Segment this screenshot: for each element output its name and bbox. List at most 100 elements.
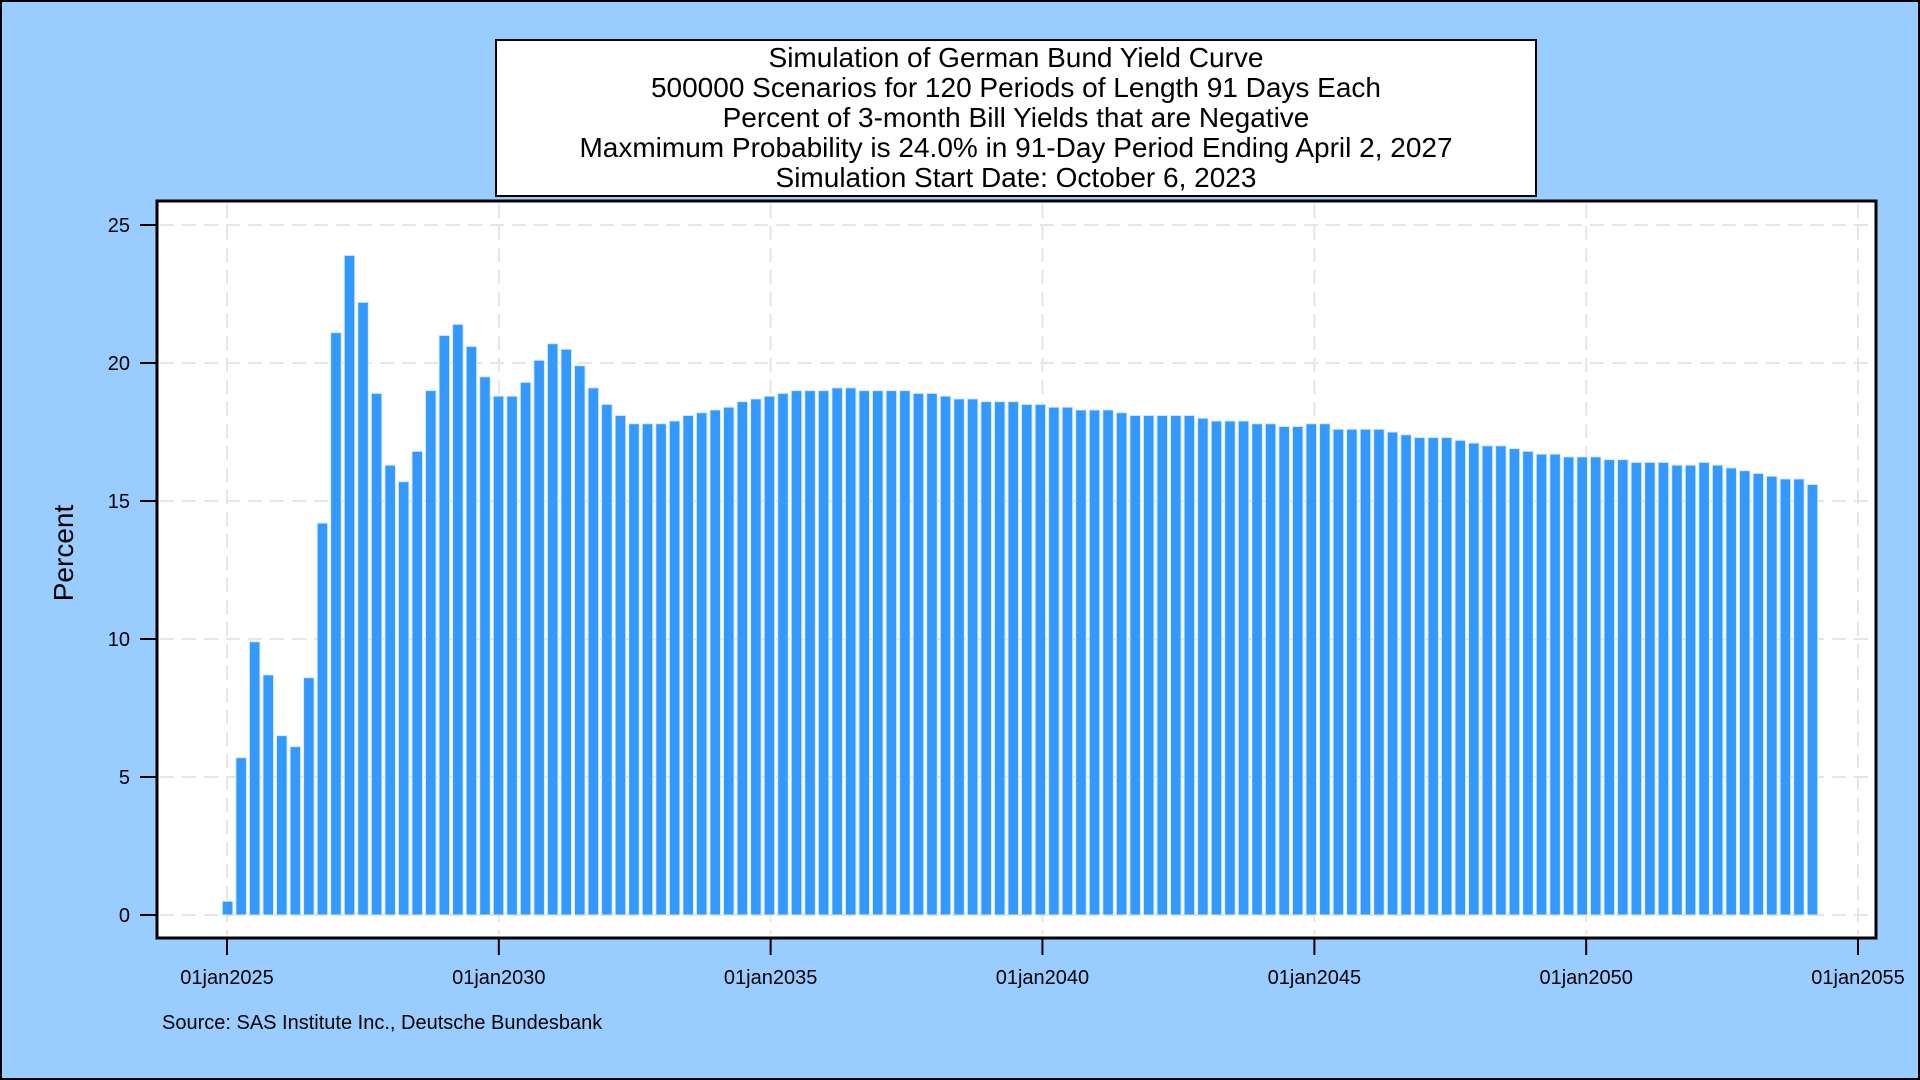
bar [668, 420, 681, 916]
bar [316, 522, 329, 916]
bar [1102, 409, 1114, 916]
bar [980, 401, 992, 916]
bar [872, 390, 884, 916]
bar [1034, 403, 1047, 916]
bar [628, 423, 640, 916]
bar [804, 390, 816, 916]
bar [438, 334, 451, 916]
bar [1291, 425, 1304, 916]
bar [817, 390, 830, 916]
x-tick-label: 01jan2025 [180, 967, 273, 989]
bar [1481, 445, 1494, 916]
bar [1617, 459, 1629, 916]
bar [763, 395, 776, 916]
title-line-5: Simulation Start Date: October 6, 2023 [775, 162, 1257, 193]
bar [926, 392, 938, 916]
bar [885, 390, 898, 916]
bar [1589, 456, 1602, 916]
x-tick-label: 01jan2045 [1268, 967, 1361, 989]
bar [1535, 453, 1548, 916]
bar [289, 746, 302, 916]
bar [1684, 464, 1697, 916]
bar [452, 323, 464, 916]
bar [1305, 423, 1318, 916]
bar [953, 398, 965, 916]
x-tick-label: 01jan2055 [1811, 967, 1904, 989]
bar [695, 412, 708, 916]
bar [221, 900, 234, 916]
bar [1725, 467, 1737, 916]
bar [1183, 414, 1196, 916]
bar [465, 345, 478, 916]
bar [723, 406, 735, 916]
x-tick-label: 01jan2050 [1539, 967, 1632, 989]
bar [343, 254, 356, 916]
bar [1562, 456, 1575, 916]
bar [587, 387, 600, 916]
bar [1197, 417, 1209, 916]
bar [1251, 423, 1263, 916]
y-tick-label: 10 [108, 629, 130, 651]
y-tick-label: 5 [119, 767, 130, 789]
bar [1142, 414, 1155, 916]
bar [1264, 423, 1277, 916]
bar [709, 409, 722, 916]
bar [993, 401, 1006, 916]
bar [533, 359, 545, 916]
bar [574, 365, 586, 916]
x-tick-label: 01jan2030 [452, 967, 545, 989]
bar [614, 414, 627, 916]
axis-layer: 0 5 10 15 20 25 01jan2025 01jan2030 01jan2035 01j… [108, 215, 1905, 989]
bar [1738, 470, 1751, 916]
bar [1061, 406, 1074, 916]
bar [1007, 401, 1020, 916]
bar [939, 395, 952, 916]
y-tick-label: 25 [108, 215, 130, 237]
bar [601, 403, 613, 916]
bar [1779, 478, 1792, 916]
bar [1630, 461, 1643, 916]
bar [1657, 461, 1670, 916]
y-axis-label: Percent [48, 505, 79, 602]
bar [1170, 414, 1182, 916]
bar [1766, 475, 1778, 916]
bar [1115, 412, 1128, 916]
bar [682, 414, 694, 916]
bar [560, 348, 573, 916]
y-tick-label: 15 [108, 491, 130, 513]
bar [1319, 423, 1331, 916]
bar [425, 390, 437, 916]
chart-title-box: Simulation of German Bund Yield Curve 50… [495, 39, 1537, 197]
bar [1021, 403, 1033, 916]
bar [479, 376, 491, 916]
bar [912, 392, 925, 916]
y-tick-label: 20 [108, 353, 130, 375]
bar [1075, 409, 1087, 916]
bar [1373, 428, 1385, 916]
bar [519, 381, 532, 916]
title-line-3: Percent of 3-month Bill Yields that are … [722, 102, 1310, 133]
bar [1427, 437, 1439, 916]
bar [276, 735, 288, 916]
bar [330, 332, 342, 916]
bar [492, 395, 505, 916]
bar [1644, 461, 1656, 916]
bar [262, 674, 275, 916]
bar [1400, 434, 1412, 916]
source-note: Source: SAS Institute Inc., Deutsche Bun… [162, 1012, 603, 1034]
bar [370, 392, 383, 916]
bar [397, 481, 410, 916]
bar [777, 392, 789, 916]
y-tick-label: 0 [119, 905, 130, 927]
bar [790, 390, 803, 916]
bar [966, 398, 979, 916]
bar [831, 387, 843, 916]
title-line-4: Maxmimum Probability is 24.0% in 91-Day … [579, 132, 1453, 163]
x-tick-label: 01jan2040 [996, 967, 1089, 989]
bar [655, 423, 667, 916]
bar [1671, 464, 1683, 916]
bar [641, 423, 654, 916]
bar [248, 641, 261, 916]
bar [1210, 420, 1223, 916]
bar [1522, 450, 1534, 916]
